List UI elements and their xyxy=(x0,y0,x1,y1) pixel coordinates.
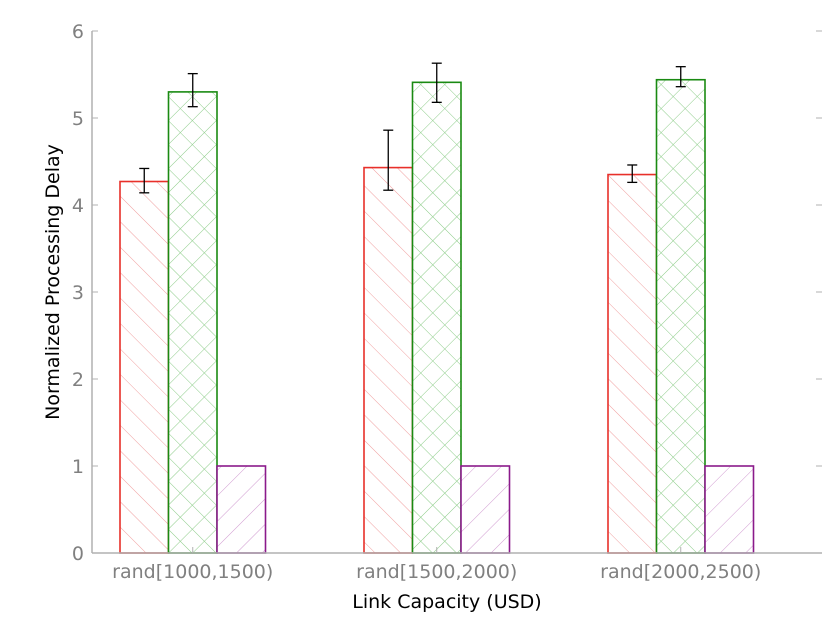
bar xyxy=(119,180,170,554)
x-ticks: rand[1000,1500) rand[1500,2000) rand[2000,… xyxy=(112,547,761,583)
x-axis-title: Link Capacity (USD) xyxy=(352,591,541,613)
y-tick-label: 1 xyxy=(72,456,84,478)
bars-layer xyxy=(119,78,755,554)
bar xyxy=(363,166,414,554)
x-tick-label: rand[1500,2000) xyxy=(356,561,517,583)
y-tick-label: 5 xyxy=(72,108,84,130)
y-ticks: 0 1 2 3 4 5 6 xyxy=(72,21,822,565)
bar xyxy=(607,173,658,554)
bar xyxy=(460,465,511,554)
y-tick-label: 6 xyxy=(72,21,84,43)
bar xyxy=(216,465,267,554)
bar xyxy=(704,465,755,554)
bar xyxy=(411,81,462,554)
error-bars-layer xyxy=(139,62,686,194)
bar xyxy=(167,91,218,554)
y-tick-label: 0 xyxy=(72,543,84,565)
y-axis-title: Normalized Processing Delay xyxy=(42,144,64,420)
x-tick-label: rand[1000,1500) xyxy=(112,561,273,583)
y-tick-label: 3 xyxy=(72,282,84,304)
x-tick-label: rand[2000,2500) xyxy=(600,561,761,583)
y-tick-label: 4 xyxy=(72,195,84,217)
y-tick-label: 2 xyxy=(72,369,84,391)
bar xyxy=(655,78,706,554)
